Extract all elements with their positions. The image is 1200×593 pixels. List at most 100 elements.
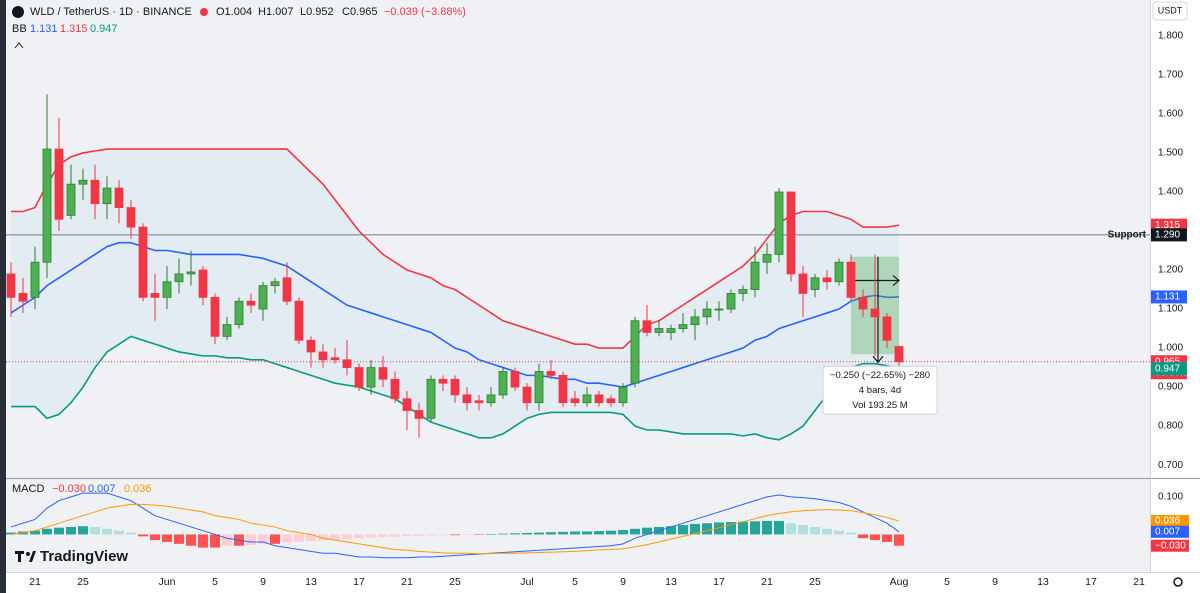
logo-mark <box>18 551 21 562</box>
candle-body <box>630 320 640 384</box>
macd-badge-label: 0.007 <box>1155 526 1180 537</box>
candle-body <box>162 281 172 298</box>
settings-icon[interactable] <box>1173 577 1183 587</box>
candle-body <box>702 308 712 318</box>
currency[interactable]: USDT <box>1158 5 1183 15</box>
candle-body <box>78 179 88 185</box>
candle-body <box>66 183 76 216</box>
candle-body <box>438 378 448 384</box>
candle-body <box>558 374 568 404</box>
logo-mark <box>29 551 36 562</box>
y-tick-label: 0.900 <box>1158 382 1183 393</box>
candle-body <box>6 273 16 298</box>
macd-histogram-bar <box>666 526 676 535</box>
macd-histogram-bar <box>6 532 16 535</box>
bb-label: BB <box>12 23 27 35</box>
candle-body <box>690 316 700 326</box>
candle-body <box>318 351 328 361</box>
macd-histogram-bar <box>258 534 268 544</box>
bb-line <box>10 241 900 388</box>
status-dot <box>200 8 208 16</box>
bb-fill <box>11 149 899 440</box>
price-badge <box>1151 290 1187 304</box>
candle-body <box>618 386 628 404</box>
macd-histogram-bar <box>690 523 700 535</box>
x-tick-label: Aug <box>890 576 909 588</box>
macd-histogram-bar <box>858 534 868 539</box>
macd-histogram-bar <box>750 521 760 535</box>
candle-body <box>474 400 484 404</box>
macd-histogram-bar <box>402 534 412 537</box>
x-tick-label: 17 <box>1085 576 1097 588</box>
candle-body <box>246 300 256 306</box>
candle-body <box>582 394 592 404</box>
macd-histogram-bar <box>738 521 748 535</box>
macd-badge <box>1151 525 1189 538</box>
collapse-icon[interactable] <box>14 42 24 49</box>
candle-body <box>234 300 244 326</box>
candle-body <box>810 277 820 290</box>
candle-body <box>426 378 436 419</box>
macd-histogram-bar <box>342 534 352 539</box>
macd-histogram-bar <box>798 525 808 535</box>
macd-histogram-bar <box>726 522 736 535</box>
candle-body <box>210 296 220 337</box>
candle-body <box>306 339 316 353</box>
candle-body <box>654 328 664 333</box>
macd-histogram-bar <box>894 534 904 546</box>
x-tick-label: 21 <box>29 576 41 588</box>
macd-histogram-bar <box>846 532 856 535</box>
candle-body <box>114 187 124 208</box>
y-tick-label: 1.400 <box>1158 187 1183 198</box>
candle-body <box>894 346 904 363</box>
symbol: WLD / TetherUS · 1D · BINANCE <box>30 6 192 18</box>
macd-histogram-bar <box>366 534 376 538</box>
macd-histogram-bar <box>498 533 508 535</box>
macd-histogram-bar <box>306 534 316 542</box>
macd-histogram-bar <box>198 534 208 548</box>
candle-body <box>30 261 40 298</box>
macd-histogram-bar <box>426 534 436 536</box>
ohlc-open: O1.004 <box>216 6 252 18</box>
macd-histogram-bar <box>582 531 592 535</box>
x-tick-label: 25 <box>77 576 89 588</box>
candle-body <box>198 269 208 298</box>
macd-histogram-bar <box>114 530 124 535</box>
x-tick-label: 5 <box>944 576 950 588</box>
candle-body <box>330 357 340 361</box>
candle-body <box>822 277 832 283</box>
macd-histogram-bar <box>642 527 652 535</box>
macd-badge-label: 0.036 <box>1155 516 1180 527</box>
macd-badge <box>1151 539 1189 552</box>
currency-button[interactable] <box>1152 1 1188 21</box>
x-tick-label: 9 <box>260 576 266 588</box>
logo: TradingView <box>15 548 128 565</box>
main-pane <box>6 94 1150 441</box>
price-badge <box>1151 218 1187 232</box>
macd-histogram-bar <box>282 534 292 543</box>
macd-histogram-bar <box>834 530 844 535</box>
candle-body <box>786 191 796 275</box>
candle-body <box>342 359 352 368</box>
macd-histogram-bar <box>786 523 796 535</box>
candle-body <box>738 289 748 294</box>
x-tick-label: Jul <box>520 576 533 588</box>
x-tick-label: 25 <box>809 576 821 588</box>
candle-body <box>510 371 520 388</box>
y-tick-label: 1.200 <box>1158 265 1183 276</box>
candle-body <box>522 386 532 404</box>
bb-line <box>11 335 900 441</box>
y-tick-label: 1.800 <box>1158 31 1183 42</box>
macd-label: MACD <box>12 483 44 495</box>
support-badge-label: 1.290 <box>1155 230 1180 241</box>
price-badge-label: 0.947 <box>1155 363 1180 374</box>
macd-histogram-bar <box>606 530 616 535</box>
x-tick-label: 17 <box>713 576 725 588</box>
candle-body <box>798 273 808 294</box>
plot-background <box>6 0 1150 572</box>
macd-histogram-bar <box>486 534 496 535</box>
candle-body <box>222 324 232 337</box>
macd-histogram-bar <box>210 534 220 548</box>
candle-body <box>462 394 472 404</box>
